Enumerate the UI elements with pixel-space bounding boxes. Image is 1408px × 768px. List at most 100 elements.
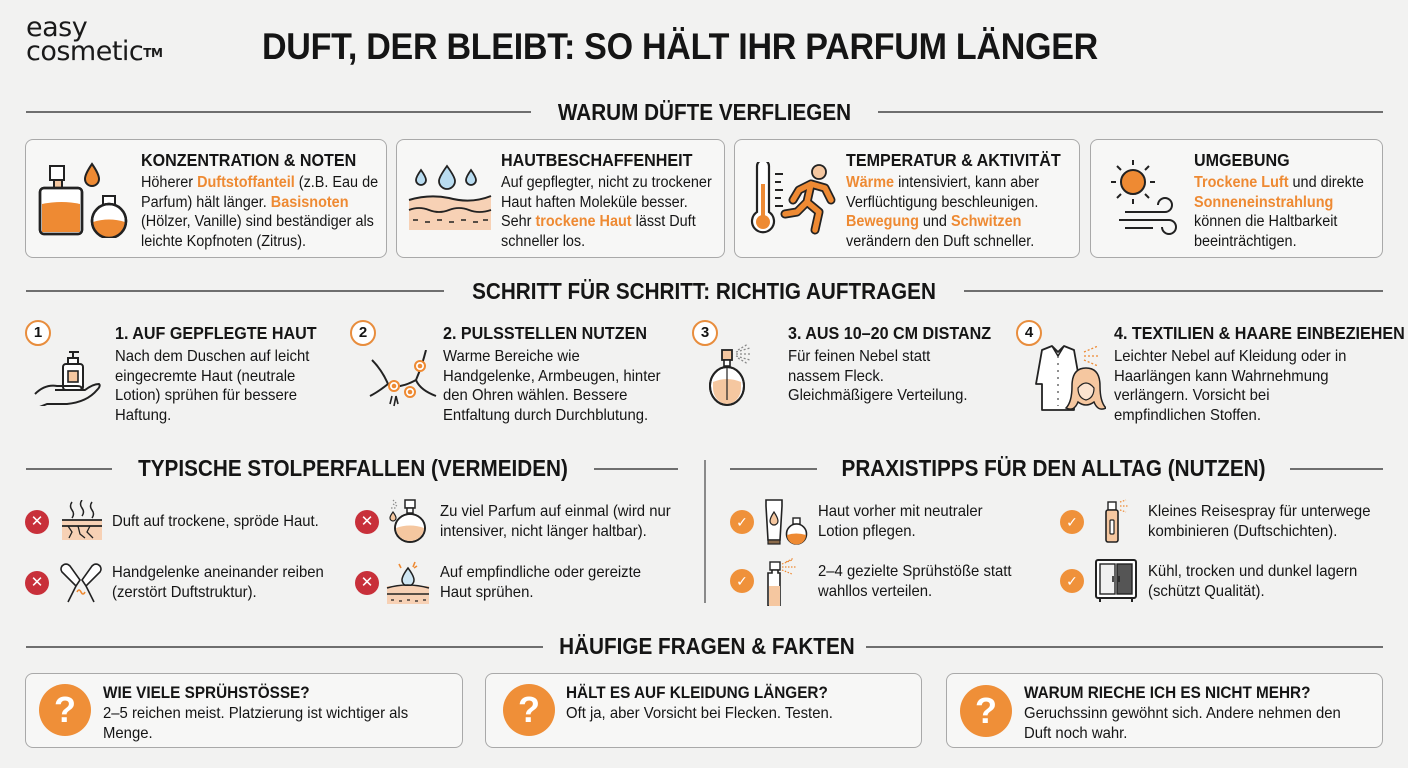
pitfall-text: Auf empfindliche oder gereizte Haut sprüh… bbox=[440, 564, 641, 601]
cabinet-icon bbox=[1094, 558, 1138, 604]
question-icon: ? bbox=[503, 684, 555, 736]
x-icon: ✕ bbox=[25, 510, 49, 534]
faq-card: ? WARUM RIECHE ICH ES NICHT MEHR? Geruch… bbox=[946, 673, 1383, 748]
step-number: 3 bbox=[692, 320, 718, 346]
irritated-skin-icon bbox=[385, 560, 431, 606]
x-icon: ✕ bbox=[355, 571, 379, 595]
check-icon: ✓ bbox=[730, 510, 754, 534]
card-text: Höherer Duftstoffanteil (z.B. Eau de Par… bbox=[141, 174, 379, 250]
divider bbox=[878, 111, 1383, 113]
logo-line1: easy bbox=[26, 12, 88, 43]
divider bbox=[866, 646, 1383, 648]
divider bbox=[26, 646, 543, 648]
faq-card: ? HÄLT ES AUF KLEIDUNG LÄNGER? Oft ja, a… bbox=[485, 673, 922, 748]
card-text: Trockene Luft und direkte Sonneneinstrah… bbox=[1194, 174, 1364, 250]
section-title-pitfalls: TYPISCHE STOLPERFALLEN (VERMEIDEN) bbox=[138, 455, 568, 481]
card-title: KONZENTRATION & NOTEN bbox=[141, 150, 357, 170]
section-title-tips: PRAXISTIPPS FÜR DEN ALLTAG (NUTZEN) bbox=[841, 455, 1266, 481]
tip-text: 2–4 gezielte Sprühstöße statt wahllos ver… bbox=[818, 563, 1012, 600]
lotion-hand-icon bbox=[33, 350, 103, 406]
x-icon: ✕ bbox=[355, 510, 379, 534]
question-icon: ? bbox=[39, 684, 91, 736]
pitfall-item: ✕ Auf empfindliche oder gereizte Haut spr… bbox=[355, 560, 700, 606]
thermometer-runner-icon bbox=[747, 162, 843, 238]
step-text: Nach dem Duschen auf leicht eingecremte … bbox=[115, 348, 310, 424]
section-title-why: WARUM DÜFTE VERFLIEGEN bbox=[557, 99, 852, 125]
step-4: 4 4. TEXTILIEN & HAARE EINBEZIEHEN Leich… bbox=[1016, 320, 1405, 430]
tip-text: Haut vorher mit neutraler Lotion pflegen. bbox=[818, 503, 983, 540]
why-card-concentration: KONZENTRATION & NOTEN Höherer Duftstoffa… bbox=[25, 139, 387, 258]
step-1: 1 1. AUF GEPFLEGTE HAUT Nach dem Duschen… bbox=[25, 320, 345, 430]
why-card-temperature: TEMPERATUR & AKTIVITÄT Wärme intensivier… bbox=[734, 139, 1080, 258]
faq-question: WIE VIELE SPRÜHSTÖSSE? bbox=[103, 683, 310, 702]
question-icon: ? bbox=[960, 685, 1012, 737]
why-card-skin: HAUTBESCHAFFENHEIT Auf gepflegter, nicht… bbox=[396, 139, 725, 258]
pitfall-text: Zu viel Parfum auf einmal (wird nur inten… bbox=[440, 503, 671, 540]
sun-wind-icon bbox=[1103, 160, 1183, 240]
faq-question: HÄLT ES AUF KLEIDUNG LÄNGER? bbox=[566, 683, 828, 702]
travel-spray-icon bbox=[1102, 498, 1132, 546]
pitfall-item: ✕ Duft auf trockene, spröde Haut. bbox=[25, 500, 345, 544]
card-title: UMGEBUNG bbox=[1194, 150, 1290, 170]
divider bbox=[594, 468, 678, 470]
divider bbox=[26, 111, 531, 113]
step-text: Für feinen Nebel statt nassem Fleck. Gle… bbox=[788, 348, 968, 404]
step-title: 4. TEXTILIEN & HAARE EINBEZIEHEN bbox=[1114, 323, 1405, 343]
brand-logo: easy cosmeticTM bbox=[26, 12, 163, 67]
divider bbox=[730, 468, 817, 470]
faq-answer: Geruchssinn gewöhnt sich. Andere nehmen … bbox=[1024, 705, 1341, 742]
faq-card: ? WIE VIELE SPRÜHSTÖSSE? 2–5 reichen mei… bbox=[25, 673, 463, 748]
why-card-environment: UMGEBUNG Trockene Luft und direkte Sonne… bbox=[1090, 139, 1383, 258]
tip-item: ✓ Kühl, trocken und dunkel lagern (schütz… bbox=[1060, 558, 1390, 606]
pitfall-item: ✕ Handgelenke aneinander reiben (zerstört… bbox=[25, 560, 345, 606]
step-text: Leichter Nebel auf Kleidung oder in Haar… bbox=[1114, 348, 1347, 424]
card-text: Wärme intensiviert, kann aber Verflüchti… bbox=[846, 174, 1040, 250]
card-title: HAUTBESCHAFFENHEIT bbox=[501, 150, 693, 170]
card-title: TEMPERATUR & AKTIVITÄT bbox=[846, 150, 1061, 170]
step-text: Warme Bereiche wie Handgelenke, Armbeuge… bbox=[443, 348, 661, 424]
lotion-tube-icon bbox=[762, 498, 810, 546]
faq-answer: Oft ja, aber Vorsicht bei Flecken. Teste… bbox=[566, 705, 833, 722]
section-title-faq: HÄUFIGE FRAGEN & FAKTEN bbox=[559, 633, 855, 659]
tip-text: Kühl, trocken und dunkel lagern (schützt … bbox=[1148, 563, 1358, 600]
tip-item: ✓ Haut vorher mit neutraler Lotion pflege… bbox=[730, 498, 1050, 546]
skin-droplets-icon bbox=[407, 164, 493, 234]
section-title-steps: SCHRITT FÜR SCHRITT: RICHTIG AUFTRAGEN bbox=[472, 278, 936, 304]
overflowing-perfume-icon bbox=[385, 498, 431, 544]
spray-bottle-icon bbox=[708, 342, 770, 408]
shirt-hair-icon bbox=[1026, 342, 1106, 424]
step-3: 3 3. AUS 10–20 CM DISTANZ Für feinen Neb… bbox=[692, 320, 1012, 430]
pulse-points-icon bbox=[368, 350, 438, 414]
divider bbox=[1290, 468, 1383, 470]
tip-text: Kleines Reisespray für unterwege kombinie… bbox=[1148, 503, 1371, 540]
check-icon: ✓ bbox=[730, 569, 754, 593]
step-number: 4 bbox=[1016, 320, 1042, 346]
pitfall-item: ✕ Zu viel Parfum auf einmal (wird nur int… bbox=[355, 498, 700, 544]
step-number: 2 bbox=[350, 320, 376, 346]
trademark: TM bbox=[143, 46, 163, 60]
step-title: 1. AUF GEPFLEGTE HAUT bbox=[115, 323, 317, 343]
check-icon: ✓ bbox=[1060, 510, 1084, 534]
divider bbox=[26, 468, 112, 470]
faq-question: WARUM RIECHE ICH ES NICHT MEHR? bbox=[1024, 683, 1311, 702]
card-text: Auf gepflegter, nicht zu trockener Haut … bbox=[501, 174, 712, 250]
rubbing-wrists-icon bbox=[58, 560, 104, 606]
logo-line2: cosmetic bbox=[26, 36, 144, 67]
check-icon: ✓ bbox=[1060, 569, 1084, 593]
step-title: 2. PULSSTELLEN NUTZEN bbox=[443, 323, 647, 343]
step-number: 1 bbox=[25, 320, 51, 346]
faq-answer: 2–5 reichen meist. Platzierung ist wicht… bbox=[103, 705, 409, 742]
pitfall-text: Duft auf trockene, spröde Haut. bbox=[112, 513, 319, 530]
divider bbox=[26, 290, 444, 292]
dry-skin-icon bbox=[60, 500, 104, 544]
tip-item: ✓ Kleines Reisespray für unterwege kombin… bbox=[1060, 498, 1390, 546]
perfume-bottles-icon bbox=[36, 154, 132, 238]
pitfall-text: Handgelenke aneinander reiben (zerstört D… bbox=[112, 564, 324, 601]
divider bbox=[964, 290, 1383, 292]
x-icon: ✕ bbox=[25, 571, 49, 595]
step-2: 2 2. PULSSTELLEN NUTZEN Warme Bereiche w… bbox=[350, 320, 690, 430]
spray-bottle-small-icon bbox=[766, 558, 810, 606]
page-title: DUFT, DER BLEIBT: SO HÄLT IHR PARFUM LÄN… bbox=[262, 26, 1098, 67]
tip-item: ✓ 2–4 gezielte Sprühstöße statt wahllos v… bbox=[730, 558, 1050, 606]
column-divider bbox=[704, 460, 706, 603]
